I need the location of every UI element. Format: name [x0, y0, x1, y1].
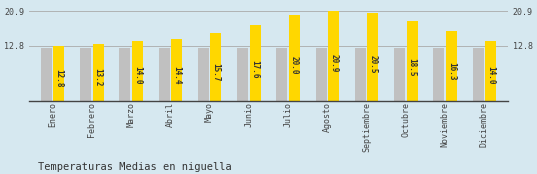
Text: 16.3: 16.3	[447, 62, 456, 81]
Bar	[316, 48, 326, 101]
Bar	[211, 33, 221, 101]
Bar	[355, 48, 366, 101]
Text: 14.4: 14.4	[172, 66, 181, 84]
Text: 13.2: 13.2	[93, 68, 103, 86]
Bar	[53, 46, 64, 101]
Bar	[485, 41, 496, 101]
Text: 14.0: 14.0	[486, 66, 495, 85]
Bar	[237, 48, 248, 101]
Bar	[92, 44, 104, 101]
Text: 20.5: 20.5	[368, 55, 378, 73]
Bar	[473, 48, 484, 101]
Text: 14.0: 14.0	[133, 66, 142, 85]
Bar	[446, 31, 457, 101]
Bar	[80, 48, 91, 101]
Bar	[394, 48, 405, 101]
Bar	[433, 48, 445, 101]
Bar	[250, 25, 260, 101]
Bar	[367, 13, 379, 101]
Bar	[407, 21, 418, 101]
Text: 20.0: 20.0	[290, 56, 299, 74]
Bar	[41, 48, 52, 101]
Bar	[198, 48, 209, 101]
Text: Temperaturas Medias en niguella: Temperaturas Medias en niguella	[38, 162, 231, 172]
Text: 17.6: 17.6	[251, 60, 260, 78]
Bar	[158, 48, 170, 101]
Bar	[328, 11, 339, 101]
Text: 12.8: 12.8	[54, 69, 63, 87]
Bar	[289, 15, 300, 101]
Bar	[171, 39, 182, 101]
Bar	[277, 48, 287, 101]
Bar	[132, 41, 143, 101]
Bar	[119, 48, 130, 101]
Text: 15.7: 15.7	[212, 63, 220, 82]
Text: 20.9: 20.9	[329, 54, 338, 73]
Text: 18.5: 18.5	[408, 58, 417, 77]
